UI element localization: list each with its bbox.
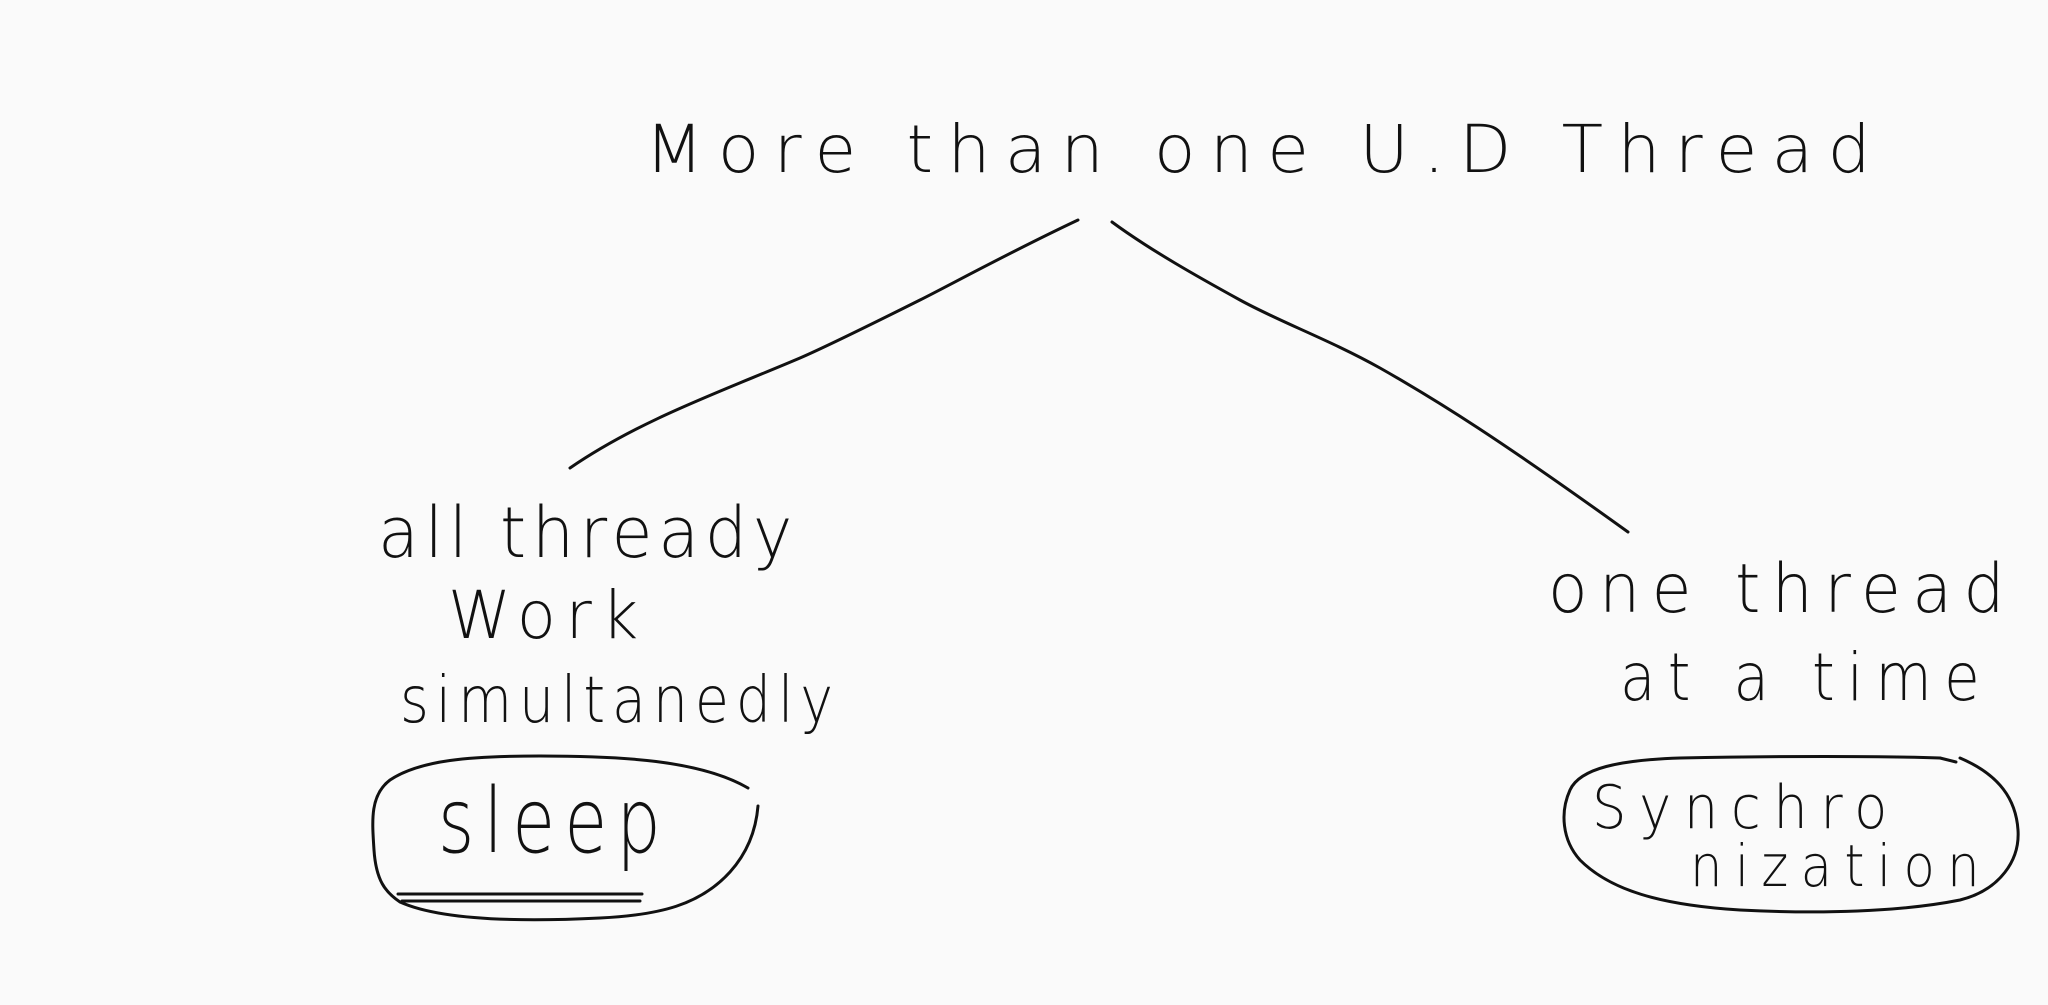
left-conclusion: sleep: [438, 769, 670, 874]
root-label: More than one U.D Thread: [645, 111, 1885, 188]
right-branch-line-2: at a time: [1620, 639, 1992, 716]
connector-right: [1110, 220, 1630, 534]
right-branch-line-1: one thread: [1548, 550, 2016, 629]
synchronization-circle: [1562, 755, 2020, 914]
left-branch-line-2: Work: [448, 577, 648, 654]
sleep-circle: [371, 754, 760, 922]
synchronization-circle-tick: [1938, 756, 1958, 764]
left-branch-line-1: all thready: [378, 492, 798, 574]
right-conclusion-line-2: nization: [1690, 832, 1992, 900]
left-branch-line-3: simultanedly: [400, 664, 840, 738]
connector-left: [568, 218, 1080, 470]
right-conclusion-line-1: Synchro: [1592, 773, 1900, 843]
